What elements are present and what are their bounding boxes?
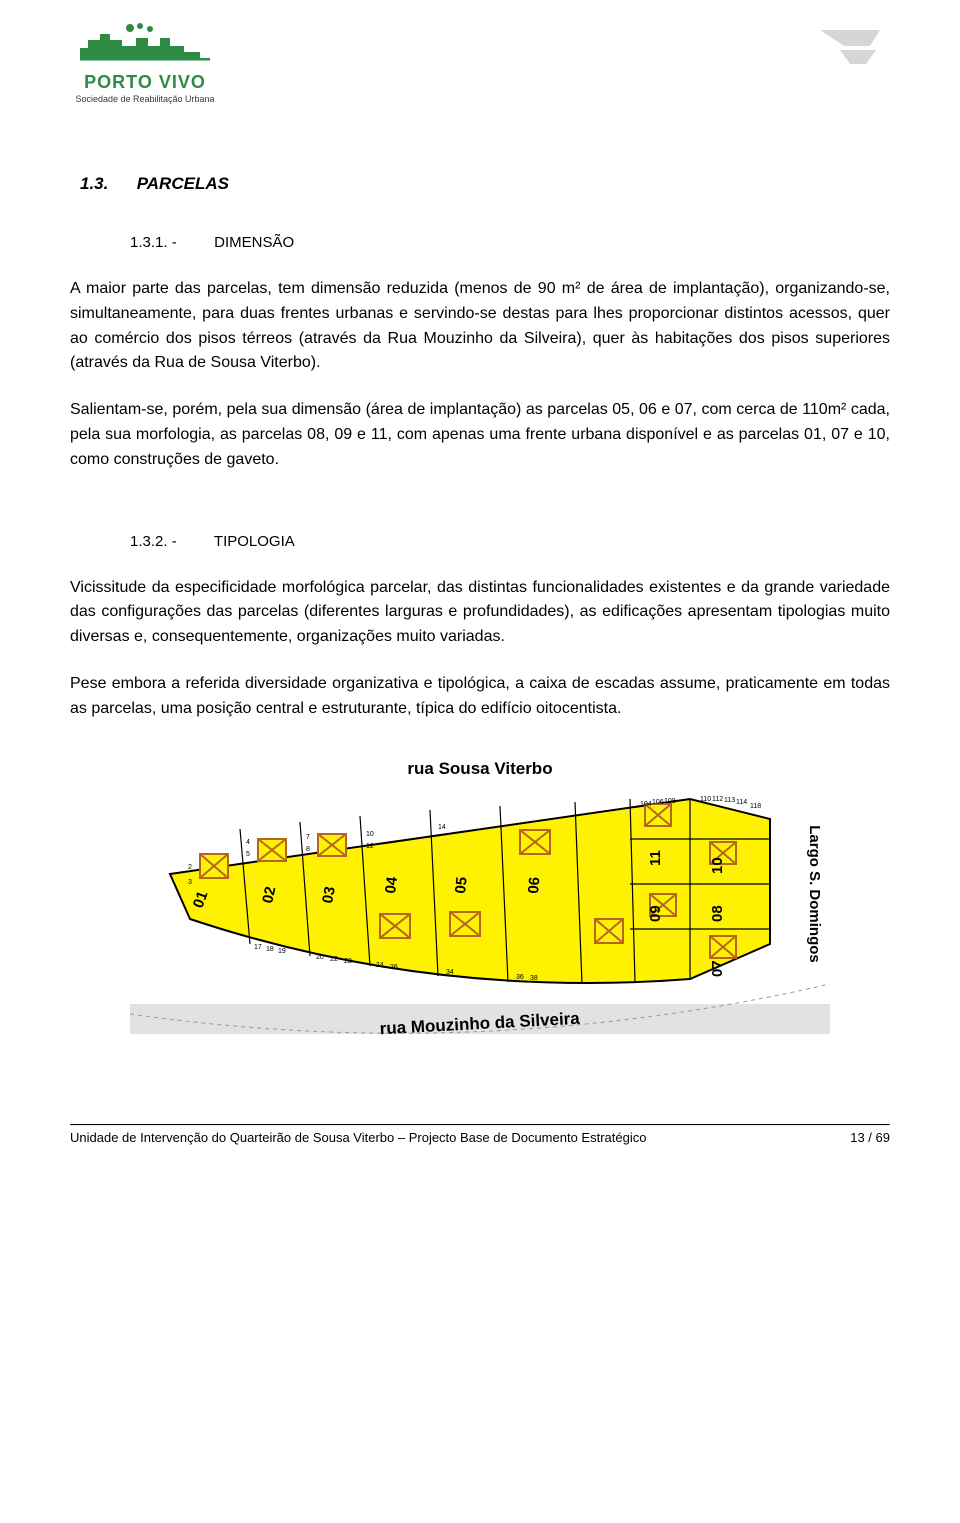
footer-left: Unidade de Intervenção do Quarteirão de … <box>70 1130 646 1145</box>
svg-text:104: 104 <box>640 801 652 808</box>
svg-text:17: 17 <box>254 944 262 951</box>
svg-text:09: 09 <box>647 905 664 922</box>
svg-text:08: 08 <box>709 905 726 922</box>
svg-text:110: 110 <box>700 796 711 803</box>
paragraph: Salientam-se, porém, pela sua dimensão (… <box>70 398 890 472</box>
svg-text:112: 112 <box>712 796 723 803</box>
svg-text:4: 4 <box>246 839 250 846</box>
svg-text:36: 36 <box>516 974 524 981</box>
logo-subtitle: Sociedade de Reabilitação Urbana <box>75 94 214 104</box>
svg-text:106: 106 <box>652 799 664 806</box>
street-right-label: Largo S. Domingos <box>806 825 823 963</box>
footer-right: 13 / 69 <box>850 1130 890 1145</box>
svg-text:34: 34 <box>446 969 454 976</box>
svg-text:03: 03 <box>319 885 339 904</box>
svg-text:14: 14 <box>438 824 446 831</box>
svg-text:113: 113 <box>724 797 735 804</box>
svg-text:108: 108 <box>664 798 676 805</box>
paragraph: Vicissitude da especificidade morfológic… <box>70 576 890 650</box>
svg-text:23: 23 <box>344 958 352 965</box>
section-num: 1.3. <box>80 174 108 193</box>
svg-text:12: 12 <box>366 843 374 850</box>
street-top-label: rua Sousa Viterbo <box>407 759 552 778</box>
subsection-num: 1.3.1. - <box>130 234 210 251</box>
paragraph: Pese embora a referida diversidade organ… <box>70 672 890 722</box>
svg-text:10: 10 <box>709 857 726 874</box>
svg-text:07: 07 <box>709 960 726 977</box>
section-title: PARCELAS <box>137 174 229 193</box>
svg-text:02: 02 <box>259 885 279 905</box>
svg-text:11: 11 <box>647 850 664 866</box>
page-header: PORTO VIVO Sociedade de Reabilitação Urb… <box>70 20 890 104</box>
svg-text:7: 7 <box>306 834 310 841</box>
parcel-map: 01 02 03 04 05 06 07 08 09 10 11 2 3 4 5… <box>70 744 890 1064</box>
logo-brand: PORTO VIVO <box>84 72 206 93</box>
svg-text:18: 18 <box>266 946 274 953</box>
subsection-title: DIMENSÃO <box>214 234 294 251</box>
svg-text:114: 114 <box>736 799 747 806</box>
svg-text:05: 05 <box>452 876 471 894</box>
subsection-heading: 1.3.2. - TIPOLOGIA <box>130 533 890 550</box>
svg-text:22: 22 <box>330 956 338 963</box>
svg-text:04: 04 <box>382 875 401 894</box>
section-heading: 1.3. PARCELAS <box>80 174 890 194</box>
svg-text:38: 38 <box>530 975 538 982</box>
decor-icon <box>810 20 890 80</box>
svg-text:8: 8 <box>306 846 310 853</box>
svg-text:26: 26 <box>390 964 398 971</box>
svg-text:3: 3 <box>188 879 192 886</box>
map-icon: 01 02 03 04 05 06 07 08 09 10 11 2 3 4 5… <box>130 744 830 1064</box>
logo-icon <box>70 20 220 70</box>
svg-text:2: 2 <box>188 864 192 871</box>
svg-text:5: 5 <box>246 851 250 858</box>
svg-text:24: 24 <box>376 962 384 969</box>
svg-text:06: 06 <box>525 876 543 894</box>
svg-text:118: 118 <box>750 803 761 810</box>
subsection-heading: 1.3.1. - DIMENSÃO <box>130 234 890 251</box>
svg-text:19: 19 <box>278 948 286 955</box>
logo: PORTO VIVO Sociedade de Reabilitação Urb… <box>70 20 220 104</box>
subsection-num: 1.3.2. - <box>130 533 210 550</box>
svg-text:10: 10 <box>366 831 374 838</box>
page-footer: Unidade de Intervenção do Quarteirão de … <box>70 1126 890 1145</box>
paragraph: A maior parte das parcelas, tem dimensão… <box>70 277 890 376</box>
svg-text:20: 20 <box>316 954 324 961</box>
subsection-title: TIPOLOGIA <box>214 533 295 550</box>
